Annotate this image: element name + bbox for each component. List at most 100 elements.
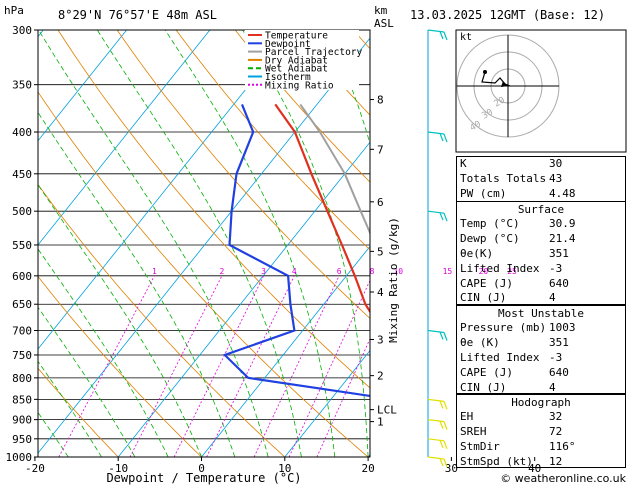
surface-row: θe(K) 351: [460, 246, 569, 260]
most-unstable-row: CAPE (J) 640: [460, 365, 569, 379]
wet-adiabat-line: [38, 248, 169, 457]
wind-barbs: [427, 29, 448, 468]
wet-adiabat-line: [38, 30, 269, 457]
wet-adiabat-line: [96, 30, 302, 457]
legend-label: Mixing Ratio: [265, 80, 334, 91]
altitude-tick-label: 2: [377, 370, 384, 383]
hodograph-row: SREH 72: [460, 424, 563, 438]
wet-adiabat-line: [164, 30, 336, 457]
dry-adiabat-line: [57, 30, 370, 389]
wet-adiabat-line: [38, 306, 136, 457]
isotherm-line: [38, 30, 127, 142]
pressure-tick-label: 400: [12, 126, 32, 139]
location-label: 8°29'N 76°57'E 48m ASL: [58, 8, 217, 22]
wind-barb-icon: [427, 329, 448, 341]
most-unstable-row: θe (K) 351: [460, 335, 569, 349]
isotherm-line: [38, 30, 294, 350]
hodo-ring-40: 40: [469, 120, 483, 134]
mixing-ratio-line: [288, 279, 370, 457]
datetime-label: 13.03.2025 12GMT (Base: 12): [410, 8, 605, 22]
dry-adiabat-line: [38, 183, 286, 457]
altitude-tick-label: 3: [377, 334, 384, 347]
pressure-tick-label: 650: [12, 298, 32, 311]
x-axis-label: Dewpoint / Temperature (°C): [106, 471, 301, 485]
wind-barb-icon: [427, 29, 448, 41]
mixing-ratio-label: 1: [152, 267, 157, 276]
hodograph-row: EH 32: [460, 410, 563, 423]
hodograph-table: Hodograph EH 32 SREH 72 StmDir 116° StmSpd …: [456, 394, 626, 468]
mixing-ratio-label: 10: [393, 267, 403, 276]
surface-row: CAPE (J) 640: [460, 276, 569, 290]
temperature-tick-label: 0: [198, 462, 205, 475]
mixing-ratio-label: 2: [219, 267, 224, 276]
mixing-ratio-line: [316, 337, 370, 457]
most-unstable-row: Lifted Index -3: [460, 350, 563, 364]
hodo-ring-30: 30: [481, 108, 495, 122]
surface-row: Lifted Index -3: [460, 261, 563, 275]
index-row-k: K 30: [460, 157, 563, 170]
temperature-tick-label: -10: [108, 462, 128, 475]
indices-table: K 30 Totals Totals 43 PW (cm) 4.48: [456, 156, 626, 202]
mixing-ratio-line: [206, 275, 295, 457]
pressure-tick-label: 450: [12, 168, 32, 181]
temperature-line: [274, 103, 370, 314]
storm-motion-arrow-icon: [501, 81, 508, 87]
dry-adiabat-line: [116, 30, 370, 319]
background-lines: [38, 30, 440, 457]
pressure-tick-label: 550: [12, 239, 32, 252]
wet-adiabat-line: [242, 30, 369, 457]
wet-adiabat-line: [38, 411, 69, 457]
mixing-ratio-label: 20: [479, 267, 489, 276]
pressure-tick-label: 350: [12, 79, 32, 92]
altitude-tick-label: 5: [377, 245, 384, 258]
wet-adiabat-line: [38, 111, 236, 457]
most-unstable-title: Most Unstable: [497, 307, 585, 320]
wet-adiabat-line: [38, 183, 202, 457]
surface-row: CIN (J) 4: [460, 291, 556, 305]
isotherm-line: [201, 245, 370, 457]
temperature-tick-label: 10: [278, 462, 291, 475]
pressure-unit: hPa: [4, 4, 24, 17]
altitude-tick-label: LCL: [377, 404, 397, 417]
temperature-tick-label: 40: [528, 462, 541, 475]
legend-label: Temperature: [265, 31, 328, 42]
hodograph: kt 40 30 20: [455, 29, 627, 153]
altitude-tick-label: 6: [377, 196, 384, 209]
surface-title: Surface: [517, 203, 565, 216]
hodo-ring-20: 20: [493, 96, 507, 110]
hodograph-unit: kt: [460, 32, 472, 43]
most-unstable-table: Most Unstable Pressure (mb) 1003 θe (K) 35…: [456, 305, 626, 394]
pressure-tick-label: 600: [12, 270, 32, 283]
legend-label: Wet Adiabat: [265, 64, 328, 75]
wet-adiabat-line: [409, 30, 440, 457]
mixing-ratio-label: 25: [507, 267, 517, 276]
pressure-tick-label: 500: [12, 205, 32, 218]
wind-barb-icon: [427, 210, 448, 222]
profiles: [222, 103, 370, 398]
plot-frame: [37, 29, 371, 458]
temperature-tick-label: 30: [445, 462, 458, 475]
altitude-unit-asl: ASL: [374, 17, 394, 30]
dewpoint-line: [222, 103, 370, 398]
index-row-totals: Totals Totals 43: [460, 171, 563, 185]
mixing-ratio-line: [173, 275, 264, 457]
isotherm-line: [38, 37, 370, 454]
altitude-tick-label: 4: [377, 286, 384, 299]
wind-barb-icon: [427, 419, 448, 430]
dry-adiabat-line: [234, 30, 370, 183]
isotherm-line: [284, 349, 370, 457]
wet-adiabat-line: [38, 360, 102, 457]
most-unstable-row: Pressure (mb) 1003: [460, 321, 576, 334]
pressure-tick-label: 950: [12, 433, 32, 446]
hodograph-row: StmDir 116°: [460, 439, 576, 453]
altitude-tick-label: 7: [377, 143, 384, 156]
surface-row: Dewp (°C) 21.4: [460, 231, 576, 245]
mixing-ratio-labels: 1 2 3 4 6 8 10 15 20 25: [152, 267, 517, 276]
legend-label: Isotherm: [265, 72, 311, 83]
dry-adiabat-line: [38, 367, 119, 457]
mixing-ratio-label: 4: [292, 267, 297, 276]
index-row-pw: PW (cm) 4.48: [460, 186, 576, 200]
parcel-trajectory-line: [299, 103, 370, 236]
